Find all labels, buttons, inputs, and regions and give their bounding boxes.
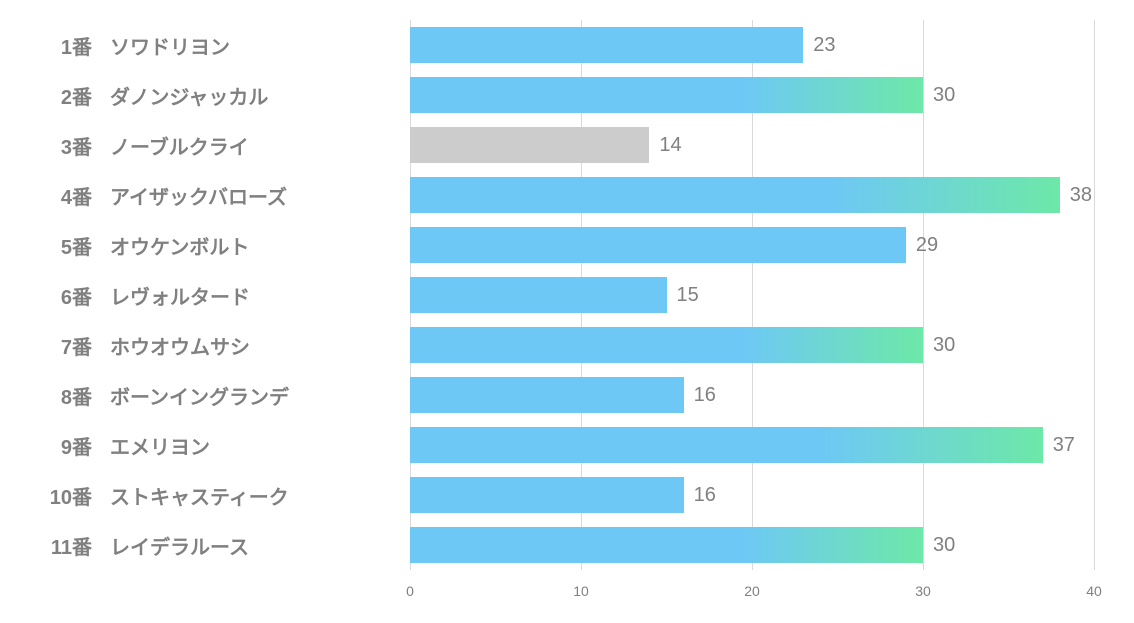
bar — [410, 227, 906, 263]
x-tick-label: 10 — [573, 583, 589, 599]
label-row: 4番アイザックバローズ — [30, 173, 400, 217]
entry-name: ノーブルクライ — [110, 131, 400, 160]
label-row: 8番ボーンイングランデ — [30, 373, 400, 417]
entry-name: アイザックバローズ — [110, 181, 400, 210]
x-tick-label: 40 — [1086, 583, 1102, 599]
bar — [410, 477, 684, 513]
label-row: 9番エメリヨン — [30, 423, 400, 467]
x-tick-label: 20 — [744, 583, 760, 599]
value-label: 14 — [659, 134, 681, 157]
label-row: 1番ソワドリヨン — [30, 23, 400, 67]
entry-number: 10番 — [30, 481, 110, 510]
label-row: 6番レヴォルタード — [30, 273, 400, 317]
bar — [410, 427, 1043, 463]
entry-name: レヴォルタード — [110, 281, 400, 310]
bar-row: 16 — [410, 373, 1094, 417]
entry-number: 6番 — [30, 281, 110, 310]
value-label: 30 — [933, 84, 955, 107]
entry-name: ソワドリヨン — [110, 31, 400, 60]
entry-name: ストキャスティーク — [110, 481, 400, 510]
entry-name: エメリヨン — [110, 431, 400, 460]
value-label: 37 — [1053, 434, 1075, 457]
entry-number: 1番 — [30, 31, 110, 60]
bar — [410, 27, 803, 63]
label-row: 3番ノーブルクライ — [30, 123, 400, 167]
label-row: 7番ホウオウムサシ — [30, 323, 400, 367]
bar-row: 30 — [410, 73, 1094, 117]
value-label: 38 — [1070, 184, 1092, 207]
bar-row: 38 — [410, 173, 1094, 217]
bar — [410, 527, 923, 563]
entry-name: レイデラルース — [110, 531, 400, 560]
entry-name: オウケンボルト — [110, 231, 400, 260]
entry-name: ダノンジャッカル — [110, 81, 400, 110]
entry-number: 11番 — [30, 531, 110, 560]
label-row: 2番ダノンジャッカル — [30, 73, 400, 117]
value-label: 16 — [694, 384, 716, 407]
value-label: 30 — [933, 534, 955, 557]
label-row: 11番レイデラルース — [30, 523, 400, 567]
bar — [410, 177, 1060, 213]
chart-body: 1番ソワドリヨン2番ダノンジャッカル3番ノーブルクライ4番アイザックバローズ5番… — [30, 20, 1094, 570]
entry-number: 4番 — [30, 181, 110, 210]
bar — [410, 77, 923, 113]
entry-number: 3番 — [30, 131, 110, 160]
chart-container: 1番ソワドリヨン2番ダノンジャッカル3番ノーブルクライ4番アイザックバローズ5番… — [0, 0, 1134, 623]
bar-row: 23 — [410, 23, 1094, 67]
label-row: 10番ストキャスティーク — [30, 473, 400, 517]
bars-column: 23 30 14 38 29 15 30 16 37 16 30 — [410, 20, 1094, 570]
entry-number: 9番 — [30, 431, 110, 460]
bar-row: 29 — [410, 223, 1094, 267]
bar-row: 30 — [410, 323, 1094, 367]
entry-number: 5番 — [30, 231, 110, 260]
value-label: 15 — [677, 284, 699, 307]
bar — [410, 127, 649, 163]
bar-row: 16 — [410, 473, 1094, 517]
bar-row: 15 — [410, 273, 1094, 317]
value-label: 23 — [813, 34, 835, 57]
gridline — [1094, 20, 1095, 570]
bar-row: 37 — [410, 423, 1094, 467]
entry-name: ボーンイングランデ — [110, 381, 400, 410]
bar-row: 30 — [410, 523, 1094, 567]
x-axis: 010203040 — [410, 583, 1094, 603]
bar — [410, 327, 923, 363]
bar-row: 14 — [410, 123, 1094, 167]
value-label: 29 — [916, 234, 938, 257]
bar — [410, 277, 667, 313]
entry-number: 7番 — [30, 331, 110, 360]
labels-column: 1番ソワドリヨン2番ダノンジャッカル3番ノーブルクライ4番アイザックバローズ5番… — [30, 20, 410, 570]
x-tick-label: 30 — [915, 583, 931, 599]
entry-number: 8番 — [30, 381, 110, 410]
label-row: 5番オウケンボルト — [30, 223, 400, 267]
bar — [410, 377, 684, 413]
x-tick-label: 0 — [406, 583, 414, 599]
entry-name: ホウオウムサシ — [110, 331, 400, 360]
value-label: 30 — [933, 334, 955, 357]
entry-number: 2番 — [30, 81, 110, 110]
value-label: 16 — [694, 484, 716, 507]
